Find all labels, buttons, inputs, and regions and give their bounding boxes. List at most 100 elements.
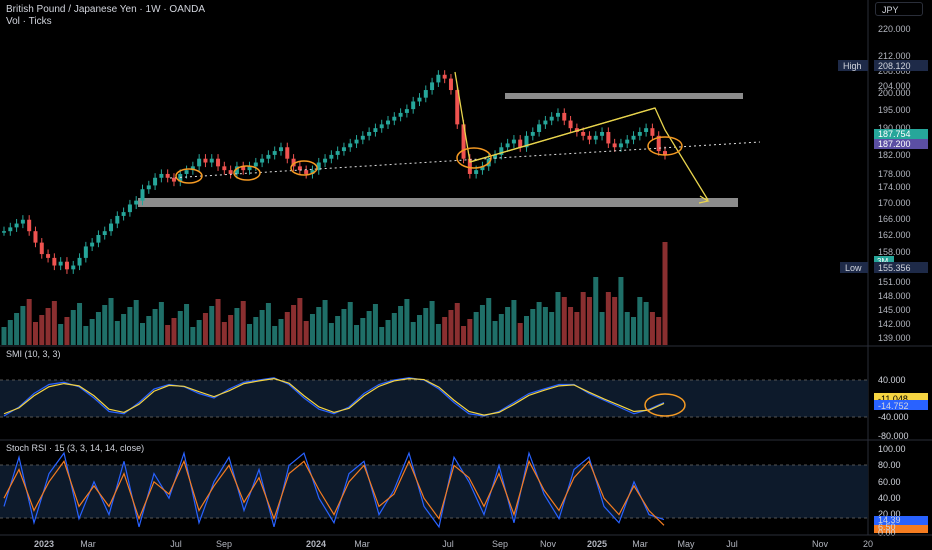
volume-bar <box>448 310 454 345</box>
volume-bar <box>649 312 655 345</box>
volume-bar <box>165 325 171 345</box>
volume-bar <box>89 319 95 345</box>
candle-body <box>304 170 309 174</box>
smi-title: SMI (10, 3, 3) <box>6 349 61 359</box>
candle-body <box>241 166 246 171</box>
candle-body <box>335 151 340 155</box>
stoch-tick-label: 6.50 <box>878 522 896 532</box>
candle-body <box>430 82 435 91</box>
candle-body <box>411 101 416 110</box>
volume-bar <box>593 277 599 345</box>
volume-bar <box>228 315 234 345</box>
candle-body <box>417 97 422 102</box>
volume-bar <box>612 297 618 345</box>
volume-bar <box>196 320 202 345</box>
candle-body <box>549 116 554 121</box>
volume-bar <box>297 298 303 345</box>
volume-bar <box>152 309 158 345</box>
time-tick-label: Jul <box>442 539 454 549</box>
resistance-zone <box>505 93 743 99</box>
time-tick-label: Sep <box>492 539 508 549</box>
candle-body <box>127 204 132 213</box>
volume-bar <box>139 323 145 345</box>
stoch-tick-label: 20.00 <box>878 509 901 519</box>
candle-body <box>165 173 170 178</box>
price-tick-label: 170.000 <box>878 198 911 208</box>
volume-bar <box>284 312 290 345</box>
volume-bar <box>102 305 108 345</box>
price-tick-label: 145.000 <box>878 305 911 315</box>
candle-body <box>493 154 498 159</box>
candle-body <box>555 112 560 117</box>
candle-body <box>228 170 233 174</box>
volume-bar <box>272 326 278 345</box>
high-label: High <box>843 61 862 71</box>
time-tick-label: Nov <box>540 539 557 549</box>
highlight-circle <box>456 147 492 169</box>
smi-line <box>3 377 665 417</box>
smi-tag-bg <box>874 400 928 410</box>
volume-bar <box>158 302 164 345</box>
volume-bar <box>524 316 530 345</box>
candle-body <box>203 158 208 163</box>
candle-body <box>518 139 523 148</box>
candle-body <box>109 223 114 232</box>
volume-bar <box>341 309 347 345</box>
time-tick-label: Mar <box>354 539 370 549</box>
volume-bar <box>530 309 536 345</box>
high-value-bg <box>874 60 928 71</box>
volume-bar <box>209 306 215 345</box>
volume-bar <box>51 301 57 345</box>
stoch-tag-bg <box>874 516 928 525</box>
volume-bar <box>95 312 101 345</box>
volume-bar <box>303 321 309 345</box>
time-tick-label: 2023 <box>34 539 54 549</box>
currency-button[interactable]: JPY <box>875 2 923 16</box>
candle-body <box>171 177 176 182</box>
candle-body <box>587 135 592 140</box>
time-tick-label: Nov <box>812 539 829 549</box>
low-label-bg <box>840 262 868 273</box>
candle-body <box>260 158 265 163</box>
candle-body <box>140 189 145 201</box>
volume-bar <box>171 318 177 345</box>
volume-bar <box>335 316 341 345</box>
candle-body <box>612 143 617 148</box>
volume-bar <box>555 292 561 345</box>
candle-body <box>505 143 510 148</box>
candle-body <box>58 261 63 266</box>
volume-bar <box>517 323 523 345</box>
volume-bar <box>429 301 435 345</box>
volume-bar <box>108 298 114 345</box>
candle-body <box>581 132 586 136</box>
candle-body <box>222 166 227 171</box>
volume-bar <box>83 326 89 345</box>
candle-body <box>39 242 44 255</box>
price-tick-label: 174.000 <box>878 182 911 192</box>
time-tick-label: Mar <box>632 539 648 549</box>
candle-body <box>52 257 57 266</box>
candle-body <box>253 162 258 167</box>
volume-bar <box>215 299 221 345</box>
volume-bar <box>599 312 605 345</box>
candle-body <box>190 166 195 171</box>
price-tick-label: 200.000 <box>878 88 911 98</box>
volume-bar <box>259 310 265 345</box>
candle-body <box>341 147 346 152</box>
volume-bar <box>265 303 271 345</box>
candle-body <box>474 170 479 174</box>
volume-bar <box>574 312 580 345</box>
volume-bar <box>253 317 259 345</box>
volume-bar <box>492 321 498 345</box>
candle-body <box>278 147 283 152</box>
price-tick-label: 151.000 <box>878 277 911 287</box>
high-label-bg <box>838 60 868 71</box>
volume-bar <box>467 319 473 345</box>
volume-bar <box>177 311 183 345</box>
stoch-tick-label: 14.39 <box>878 515 901 525</box>
volume-bar <box>511 300 517 345</box>
volume-bar <box>568 307 574 345</box>
volume-bar <box>70 310 76 345</box>
candle-body <box>480 166 485 171</box>
